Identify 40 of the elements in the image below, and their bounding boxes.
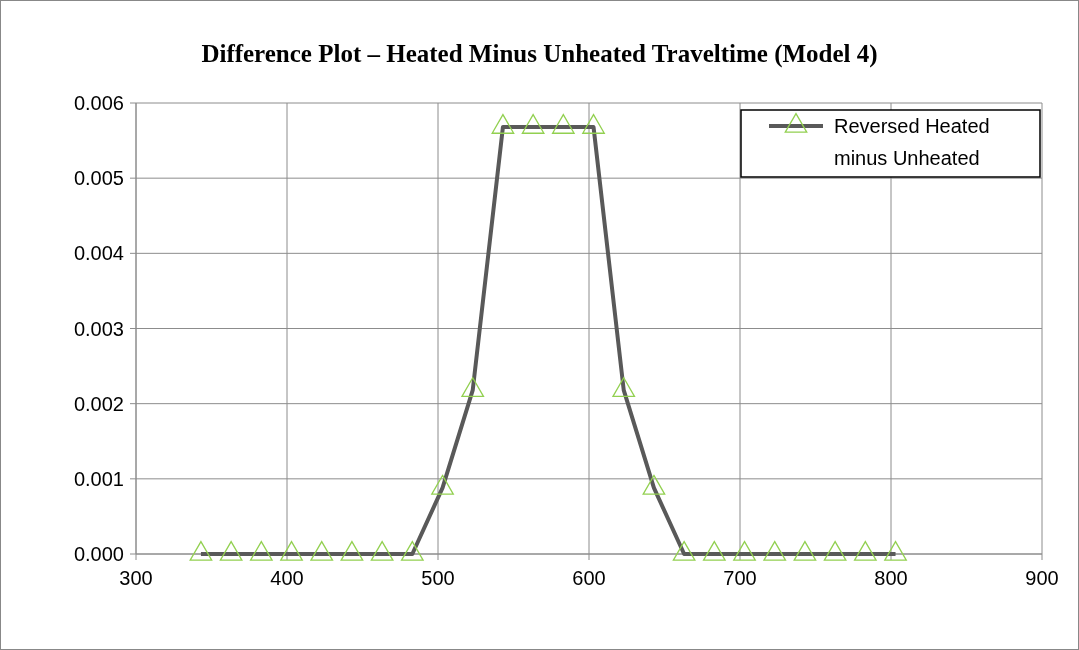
point [219, 540, 243, 561]
point [884, 540, 907, 561]
point [763, 540, 787, 561]
point [491, 114, 515, 134]
point [310, 540, 334, 561]
y-tick-label: 0.000 [73, 543, 124, 565]
x-tick-label: 800 [874, 567, 908, 589]
y-tick-label: 0.004 [73, 242, 124, 265]
point [702, 540, 726, 561]
x-tick-label: 600 [572, 567, 606, 589]
y-tick-label: 0.002 [73, 392, 124, 415]
point [340, 540, 364, 561]
y-tick-label: 0.006 [73, 92, 124, 114]
point [370, 540, 394, 561]
point [461, 377, 485, 397]
point [612, 377, 636, 397]
point [189, 540, 213, 561]
point [521, 114, 545, 134]
point [582, 114, 605, 134]
point [823, 540, 847, 561]
x-tick-label: 400 [270, 567, 304, 589]
x-tick-label: 700 [723, 567, 757, 589]
point [249, 540, 273, 561]
y-tick-label: 0.003 [73, 317, 124, 340]
y-tick-label: 0.001 [73, 467, 124, 490]
point [400, 540, 424, 561]
point [853, 540, 877, 561]
x-tick-label: 500 [421, 567, 455, 589]
point [642, 474, 666, 495]
point [431, 474, 454, 495]
legend-label: Reversed Heated minus Unheated [834, 115, 990, 169]
point [672, 540, 696, 561]
x-tick-label: 900 [1025, 567, 1059, 589]
x-tick-label: 300 [119, 567, 153, 589]
point [280, 540, 303, 561]
y-tick-label: 0.005 [73, 167, 124, 190]
chart-title: Difference Plot – Heated Minus Unheated Traveltime (Model 4) [201, 40, 878, 68]
point [551, 114, 575, 134]
point [793, 540, 817, 561]
point [733, 540, 756, 561]
